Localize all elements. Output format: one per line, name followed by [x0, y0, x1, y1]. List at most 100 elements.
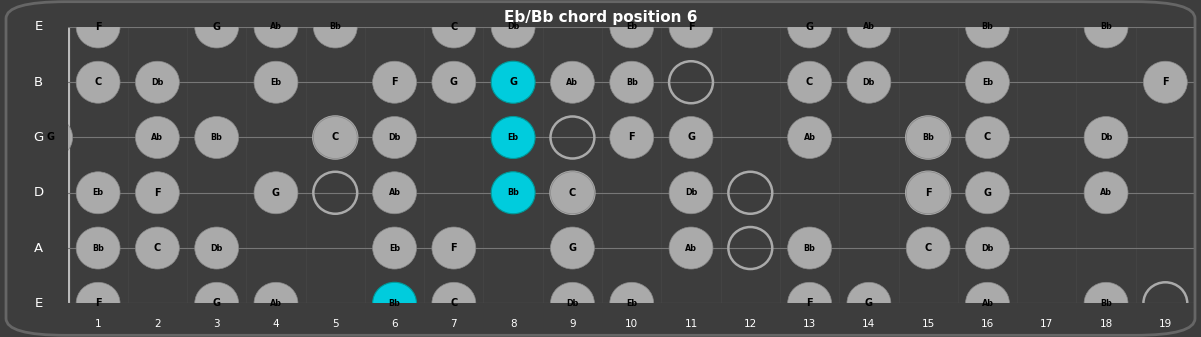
Ellipse shape	[76, 227, 120, 269]
Text: G: G	[806, 22, 813, 32]
Text: G: G	[509, 77, 518, 87]
Text: C: C	[331, 132, 339, 143]
Text: G: G	[213, 298, 221, 308]
Text: Bb: Bb	[210, 133, 222, 142]
Text: D: D	[34, 186, 43, 199]
Text: C: C	[450, 22, 458, 32]
Text: 2: 2	[154, 318, 161, 329]
Ellipse shape	[1085, 6, 1128, 48]
Text: 8: 8	[510, 318, 516, 329]
Text: F: F	[806, 298, 813, 308]
Ellipse shape	[788, 6, 831, 48]
Ellipse shape	[372, 61, 417, 103]
Text: Bb: Bb	[981, 23, 993, 31]
Text: F: F	[392, 77, 398, 87]
Ellipse shape	[313, 117, 357, 158]
Ellipse shape	[255, 61, 298, 103]
Ellipse shape	[491, 61, 536, 103]
Text: F: F	[688, 22, 694, 32]
Text: Bb: Bb	[92, 244, 104, 252]
Ellipse shape	[372, 172, 417, 214]
Text: Eb: Eb	[626, 23, 638, 31]
Text: C: C	[95, 77, 102, 87]
Text: 18: 18	[1099, 318, 1112, 329]
Text: C: C	[569, 188, 576, 198]
Text: F: F	[95, 22, 101, 32]
Text: Eb: Eb	[626, 299, 638, 308]
Text: Ab: Ab	[1100, 188, 1112, 197]
Ellipse shape	[847, 61, 891, 103]
Ellipse shape	[136, 172, 179, 214]
Text: 4: 4	[273, 318, 280, 329]
Ellipse shape	[669, 227, 713, 269]
Text: Db: Db	[685, 188, 698, 197]
Text: Eb/Bb chord position 6: Eb/Bb chord position 6	[503, 10, 698, 25]
Text: C: C	[450, 298, 458, 308]
Text: 7: 7	[450, 318, 458, 329]
Ellipse shape	[372, 117, 417, 158]
Ellipse shape	[195, 227, 239, 269]
Text: C: C	[984, 132, 991, 143]
Text: E: E	[35, 21, 42, 33]
Text: F: F	[925, 188, 932, 198]
Ellipse shape	[907, 172, 950, 214]
Ellipse shape	[550, 282, 594, 324]
Text: B: B	[34, 76, 43, 89]
Text: 14: 14	[862, 318, 876, 329]
Text: 9: 9	[569, 318, 575, 329]
Text: G: G	[568, 243, 576, 253]
Text: G: G	[271, 188, 280, 198]
Text: 11: 11	[685, 318, 698, 329]
Text: F: F	[628, 132, 635, 143]
Text: Db: Db	[566, 299, 579, 308]
Ellipse shape	[432, 227, 476, 269]
Ellipse shape	[1143, 61, 1188, 103]
Text: Bb: Bb	[1100, 299, 1112, 308]
Ellipse shape	[610, 6, 653, 48]
Ellipse shape	[432, 282, 476, 324]
Text: Bb: Bb	[329, 23, 341, 31]
Ellipse shape	[491, 117, 536, 158]
Ellipse shape	[432, 6, 476, 48]
Ellipse shape	[255, 6, 298, 48]
Text: 3: 3	[214, 318, 220, 329]
Text: G: G	[865, 298, 873, 308]
Text: Ab: Ab	[685, 244, 697, 252]
Text: 5: 5	[331, 318, 339, 329]
Text: 1: 1	[95, 318, 101, 329]
Ellipse shape	[195, 6, 239, 48]
Text: Eb: Eb	[92, 188, 103, 197]
Text: C: C	[154, 243, 161, 253]
Ellipse shape	[195, 117, 239, 158]
Text: Ab: Ab	[567, 78, 579, 87]
Text: Bb: Bb	[626, 78, 638, 87]
Text: C: C	[925, 243, 932, 253]
Text: G: G	[687, 132, 695, 143]
Ellipse shape	[195, 282, 239, 324]
Ellipse shape	[610, 61, 653, 103]
Ellipse shape	[76, 172, 120, 214]
Ellipse shape	[907, 227, 950, 269]
Ellipse shape	[847, 282, 891, 324]
Ellipse shape	[491, 6, 536, 48]
Text: Ab: Ab	[981, 299, 993, 308]
Text: G: G	[34, 131, 43, 144]
Ellipse shape	[610, 282, 653, 324]
Text: E: E	[35, 297, 42, 310]
Text: 12: 12	[743, 318, 757, 329]
Text: A: A	[34, 242, 43, 254]
Ellipse shape	[255, 172, 298, 214]
Ellipse shape	[669, 6, 713, 48]
Text: Ab: Ab	[270, 299, 282, 308]
Ellipse shape	[788, 282, 831, 324]
Text: C: C	[806, 77, 813, 87]
Text: 10: 10	[626, 318, 638, 329]
Text: Db: Db	[981, 244, 993, 252]
Ellipse shape	[1085, 172, 1128, 214]
Ellipse shape	[136, 117, 179, 158]
Ellipse shape	[966, 172, 1009, 214]
Ellipse shape	[491, 172, 536, 214]
Text: Db: Db	[388, 133, 401, 142]
Text: 6: 6	[392, 318, 398, 329]
Text: F: F	[450, 243, 458, 253]
